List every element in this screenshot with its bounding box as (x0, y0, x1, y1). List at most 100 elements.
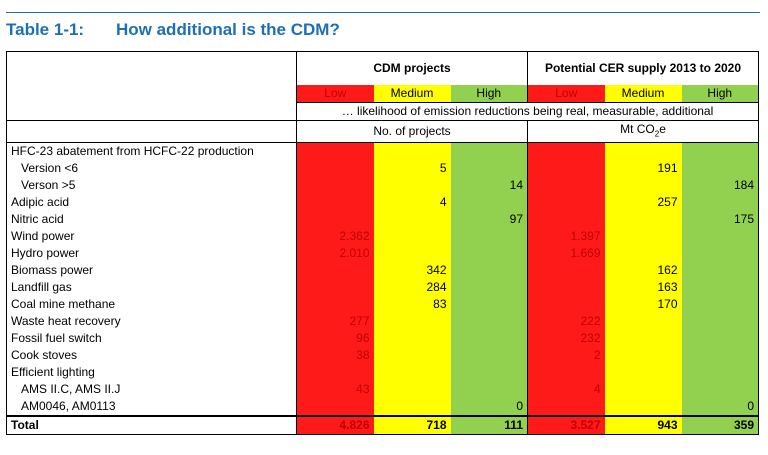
value-cell (527, 262, 605, 280)
value-cell: 284 (373, 279, 451, 297)
data-row: AM0046, AM0113 0 0 (6, 398, 759, 417)
row-label: Biomass power (6, 262, 297, 280)
value-cell (604, 330, 682, 348)
row-label: Efficient lighting (6, 364, 297, 382)
value-cell (450, 142, 528, 161)
value-cell (681, 364, 759, 382)
value-cell (681, 160, 759, 178)
value-cell (604, 398, 682, 417)
row-label: Coal mine methane (6, 296, 297, 314)
group-header-row: CDM projects Potential CER supply 2013 t… (6, 51, 759, 121)
value-cell (296, 262, 374, 280)
row-label: Fossil fuel switch (6, 330, 297, 348)
value-cell: 257 (604, 194, 682, 212)
units-cer: Mt CO2e (527, 119, 759, 143)
value-cell: 1.669 (527, 245, 605, 263)
value-cell (296, 296, 374, 314)
value-cell (373, 364, 451, 382)
row-label: AM0046, AM0113 (6, 398, 297, 417)
value-cell: 184 (681, 177, 759, 195)
value-cell (604, 245, 682, 263)
value-cell: 0 (681, 398, 759, 417)
value-cell (450, 313, 528, 331)
title-rule (6, 12, 760, 13)
value-cell (373, 211, 451, 229)
value-cell: 277 (296, 313, 374, 331)
value-cell: 111 (450, 415, 528, 436)
data-row: Biomass power 342 162 (6, 262, 759, 280)
row-label: HFC-23 abatement from HCFC-22 production (6, 142, 297, 161)
value-cell (373, 330, 451, 348)
value-cell (604, 228, 682, 246)
value-cell (604, 177, 682, 195)
level-medium-cdm: Medium (373, 85, 451, 103)
value-cell: 943 (604, 415, 682, 436)
data-row: Waste heat recovery 277 222 (6, 313, 759, 331)
value-cell (681, 228, 759, 246)
value-cell: 232 (527, 330, 605, 348)
value-cell (373, 245, 451, 263)
data-row: Fossil fuel switch 96 232 (6, 330, 759, 348)
value-cell: 4 (527, 381, 605, 399)
value-cell: 2.362 (296, 228, 374, 246)
header-blank-cell (6, 51, 297, 121)
data-row: HFC-23 abatement from HCFC-22 production (6, 142, 759, 161)
value-cell (527, 160, 605, 178)
value-cell (296, 279, 374, 297)
value-cell (681, 330, 759, 348)
value-cell (604, 381, 682, 399)
data-row: Verson >5 14 184 (6, 177, 759, 195)
value-cell (296, 160, 374, 178)
value-cell: 162 (604, 262, 682, 280)
value-cell (450, 228, 528, 246)
value-cell (681, 194, 759, 212)
value-cell: 163 (604, 279, 682, 297)
data-row: Version <6 5 191 (6, 160, 759, 178)
value-cell (604, 347, 682, 365)
data-row: Landfill gas 284 163 (6, 279, 759, 297)
value-cell: 3.527 (527, 415, 605, 436)
total-label: Total (6, 415, 297, 436)
value-cell (450, 364, 528, 382)
value-cell (296, 364, 374, 382)
row-label: Adipic acid (6, 194, 297, 212)
value-cell (527, 296, 605, 314)
data-row: Efficient lighting (6, 364, 759, 382)
value-cell: 38 (296, 347, 374, 365)
row-label: Wind power (6, 228, 297, 246)
value-cell (296, 211, 374, 229)
table-title: Table 1-1: How additional is the CDM? (6, 20, 340, 42)
value-cell: 4.826 (296, 415, 374, 436)
group-cer-supply: Potential CER supply 2013 to 2020 (527, 51, 759, 85)
value-cell (450, 296, 528, 314)
value-cell (681, 279, 759, 297)
level-low-cer: Low (527, 85, 605, 103)
value-cell (296, 194, 374, 212)
value-cell (681, 347, 759, 365)
units-cer-suffix: e (659, 122, 666, 136)
row-label: AMS II.C, AMS II.J (6, 381, 297, 399)
value-cell (450, 194, 528, 212)
value-cell (373, 142, 451, 161)
value-cell (373, 398, 451, 417)
value-cell (681, 262, 759, 280)
value-cell (373, 381, 451, 399)
data-row: Cook stoves 38 2 (6, 347, 759, 365)
value-cell (604, 313, 682, 331)
cdm-table: CDM projects Potential CER supply 2013 t… (6, 51, 759, 436)
units-blank-cell (6, 119, 297, 143)
value-cell: 5 (373, 160, 451, 178)
level-low-cdm: Low (296, 85, 374, 103)
value-cell: 14 (450, 177, 528, 195)
value-cell (527, 142, 605, 161)
value-cell: 222 (527, 313, 605, 331)
row-label: Version <6 (6, 160, 297, 178)
value-cell (604, 211, 682, 229)
value-cell (296, 398, 374, 417)
table-caption: How additional is the CDM? (116, 20, 340, 39)
value-cell (450, 330, 528, 348)
value-cell: 43 (296, 381, 374, 399)
data-row: Hydro power 2.010 1.669 (6, 245, 759, 263)
value-cell (527, 211, 605, 229)
data-row: Wind power 2.362 1.397 (6, 228, 759, 246)
